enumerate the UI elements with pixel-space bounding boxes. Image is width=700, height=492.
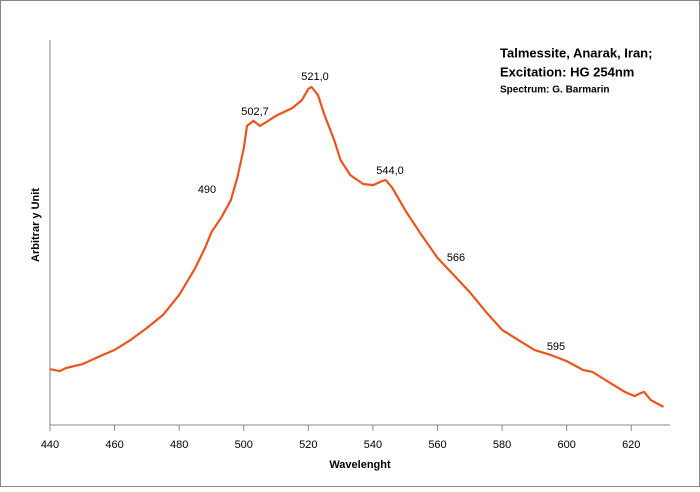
x-tick-label: 480 xyxy=(170,439,188,451)
x-tick-label: 580 xyxy=(493,439,511,451)
x-tick-label: 620 xyxy=(622,439,640,451)
x-tick-label: 540 xyxy=(364,439,382,451)
x-tick-label: 440 xyxy=(41,439,59,451)
x-tick-label: 500 xyxy=(235,439,253,451)
x-tick-label: 460 xyxy=(105,439,123,451)
peak-label: 490 xyxy=(198,184,216,196)
x-tick-label: 560 xyxy=(428,439,446,451)
chart-subtitle: Excitation: HG 254nm xyxy=(500,64,634,79)
peak-label: 544,0 xyxy=(376,165,404,177)
chart-credit: Spectrum: G. Barmarin xyxy=(500,85,609,96)
y-axis-label: Arbitrar y Unit xyxy=(30,188,42,262)
spectrum-line xyxy=(49,85,665,408)
x-axis-label: Wavelenght xyxy=(329,459,391,471)
chart-title: Talmessite, Anarak, Iran; xyxy=(500,45,652,60)
peak-label: 502,7 xyxy=(241,106,269,118)
peak-label: 521,0 xyxy=(301,71,329,83)
x-tick-label: 600 xyxy=(557,439,575,451)
peak-label: 566 xyxy=(447,252,465,264)
peak-label: 595 xyxy=(547,341,565,353)
x-tick-label: 520 xyxy=(299,439,317,451)
